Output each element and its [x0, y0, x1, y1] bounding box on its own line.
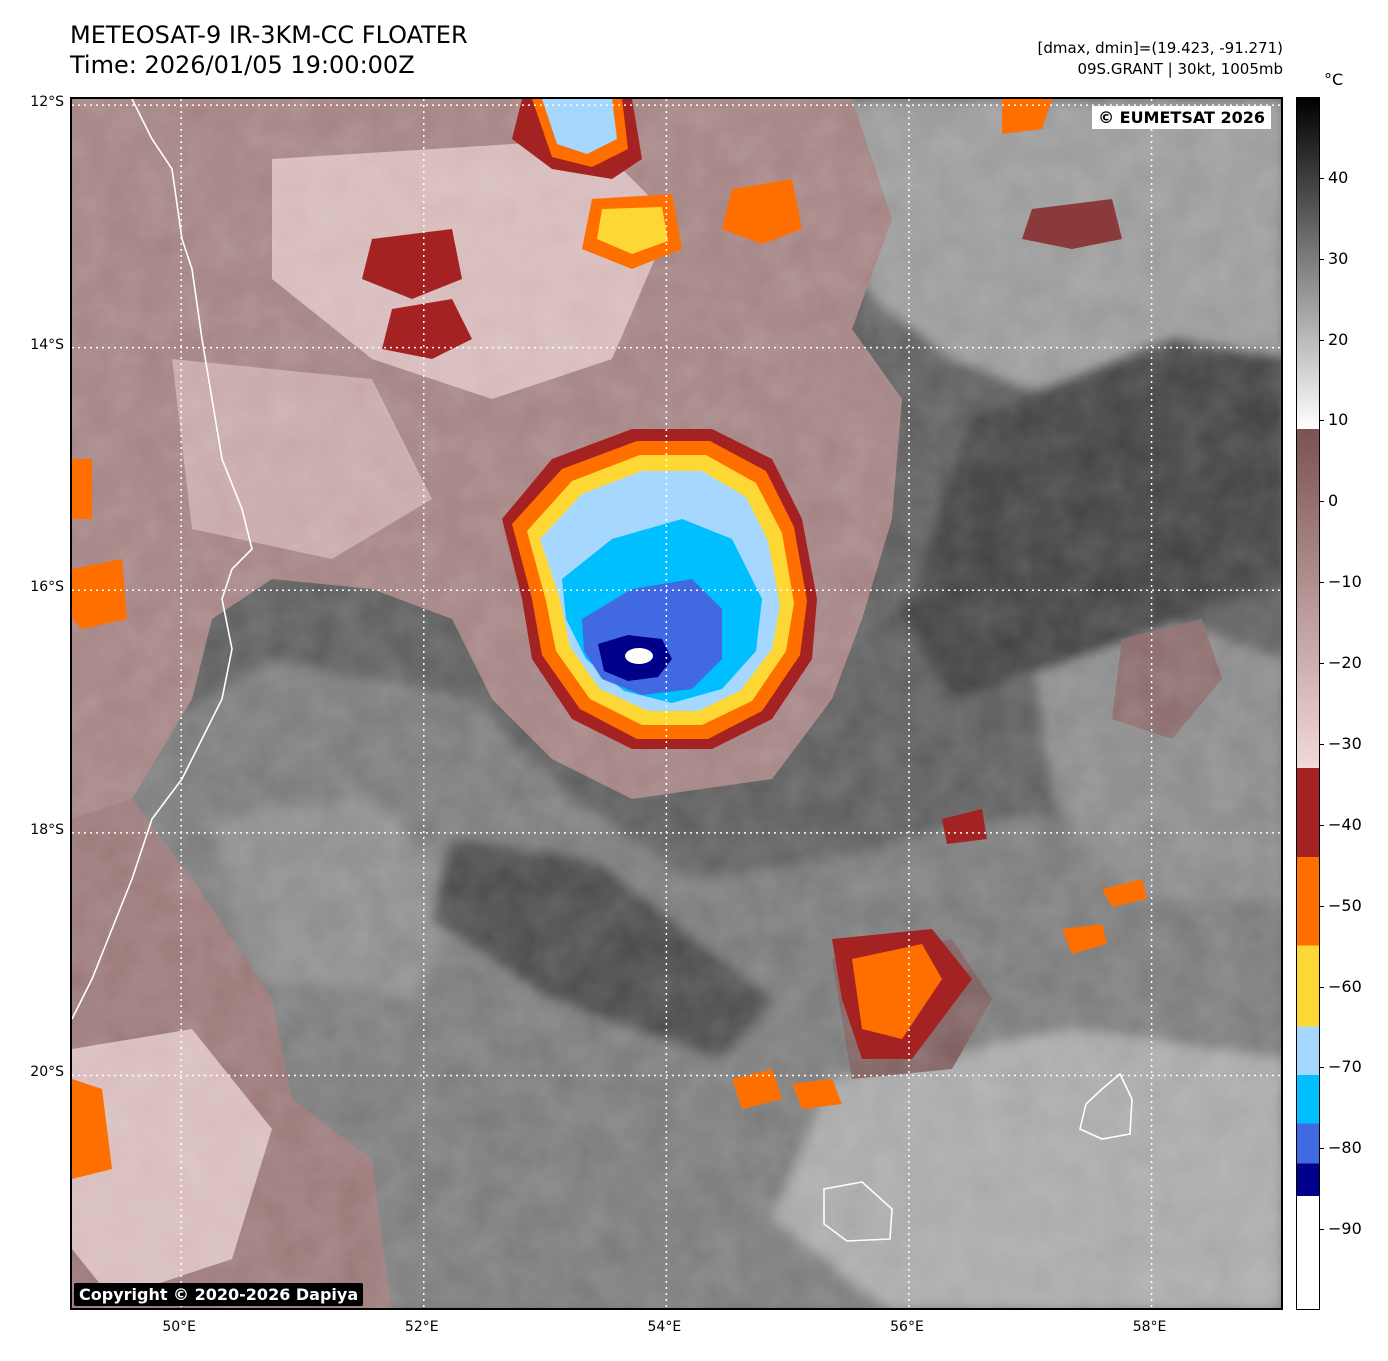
coastlines [72, 99, 1133, 1242]
latitude-label: 20°S [30, 1064, 64, 1081]
colorbar-tick-label: −30 [1328, 733, 1362, 753]
colorbar-tick [1320, 905, 1324, 907]
colorbar-tick-label: −60 [1328, 976, 1362, 996]
colorbar-tick-label: −90 [1328, 1219, 1362, 1239]
latitude-label: 18°S [30, 821, 64, 838]
latitude-label: 12°S [30, 94, 64, 111]
storm-info-text: 09S.GRANT | 30kt, 1005mb [1077, 60, 1283, 78]
data-range-text: [dmax, dmin]=(19.423, -91.271) [1037, 39, 1283, 57]
colorbar-tick [1320, 743, 1324, 745]
colorbar-tick [1320, 501, 1324, 503]
meta-info: [dmax, dmin]=(19.423, -91.271) 09S.GRANT… [1038, 38, 1283, 80]
satellite-map: © EUMETSAT 2026 Copyright © 2020-2026 Da… [70, 97, 1283, 1310]
chart-title: METEOSAT-9 IR-3KM-CC FLOATER Time: 2026/… [70, 20, 468, 80]
colorbar-tick-label: 40 [1328, 167, 1349, 187]
mauritius-coast [1079, 1072, 1133, 1140]
longitude-label: 52°E [404, 1319, 439, 1335]
colorbar-tick [1320, 663, 1324, 665]
colorbar-tick-label: −80 [1328, 1138, 1362, 1158]
colorbar-tick [1320, 177, 1324, 179]
colorbar-tick [1320, 1229, 1324, 1231]
colorbar-tick [1320, 582, 1324, 584]
colorbar-tick-label: 30 [1328, 248, 1349, 268]
colorbar-tick [1320, 1067, 1324, 1069]
longitude-label: 54°E [647, 1319, 682, 1335]
colorbar-tick [1320, 1148, 1324, 1150]
colorbar-tick-label: −70 [1328, 1057, 1362, 1077]
dapiya-credit: Copyright © 2020-2026 Dapiya [74, 1283, 364, 1306]
title-line-1: METEOSAT-9 IR-3KM-CC FLOATER [70, 21, 468, 49]
colorbar-tick [1320, 986, 1324, 988]
convective-cells [72, 99, 1147, 1179]
latitude-label: 14°S [30, 336, 64, 353]
colorbar-tick [1320, 420, 1324, 422]
storm-convection [502, 429, 817, 749]
colorbar-tick-label: 0 [1328, 491, 1339, 511]
longitude-label: 58°E [1132, 1319, 1167, 1335]
colorbar-tick [1320, 339, 1324, 341]
colorbar-unit: °C [1324, 70, 1344, 89]
longitude-label: 56°E [890, 1319, 924, 1335]
title-line-2: Time: 2026/01/05 19:00:00Z [70, 51, 415, 79]
gridlines [72, 99, 1281, 1308]
reunion-coast [823, 1181, 893, 1242]
eumetsat-credit: © EUMETSAT 2026 [1092, 106, 1271, 129]
colorbar [1296, 97, 1320, 1310]
colorbar-tick-label: 10 [1328, 410, 1349, 430]
colorbar-tick-label: 20 [1328, 329, 1349, 349]
map-canvas [72, 99, 1281, 1308]
latitude-label: 16°S [30, 579, 64, 596]
colorbar-tick [1320, 258, 1324, 260]
colorbar-tick [1320, 824, 1324, 826]
colorbar-tick-label: −20 [1328, 653, 1362, 673]
colorbar-tick-label: −10 [1328, 572, 1362, 592]
longitude-label: 50°E [162, 1319, 196, 1335]
colorbar-tick-label: −50 [1328, 895, 1362, 915]
colorbar-tick-label: −40 [1328, 814, 1362, 834]
